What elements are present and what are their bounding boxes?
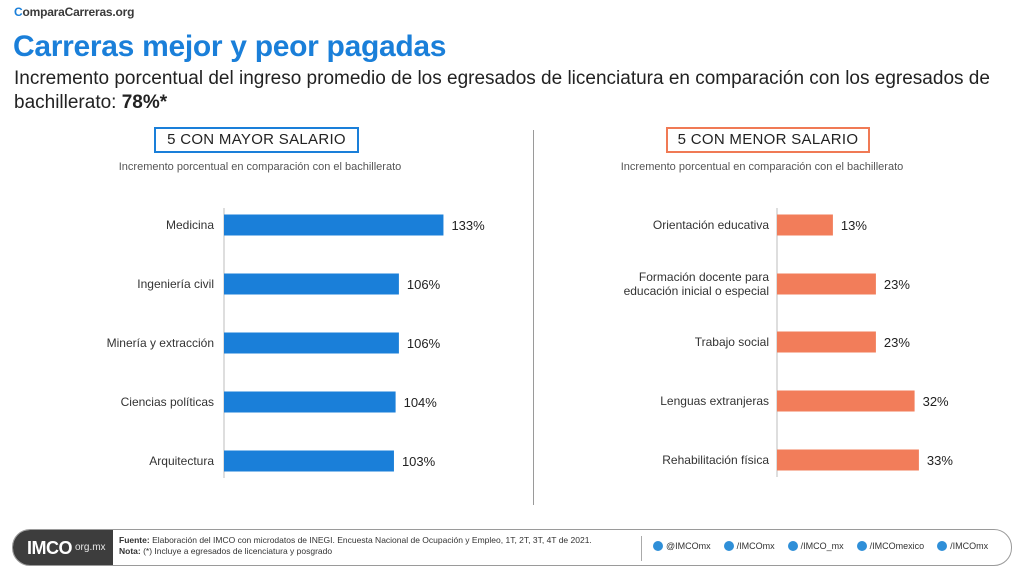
low-category-label: Trabajo social: [695, 335, 769, 349]
instagram-icon: [787, 541, 798, 551]
low-value-label: 33%: [927, 453, 953, 468]
imco-logo: IMCO org.mx: [13, 530, 113, 565]
high-value-label: 104%: [404, 395, 438, 410]
social-link-linkedin[interactable]: /IMCOmx: [937, 541, 988, 551]
high-value-label: 103%: [402, 454, 436, 469]
high-category-label: Ciencias políticas: [121, 395, 214, 409]
subtitle-text: Incremento porcentual del ingreso promed…: [14, 68, 990, 113]
youtube-icon: [856, 541, 867, 551]
note-text: (*) Incluye a egresados de licenciatura …: [140, 546, 333, 556]
social-link-youtube[interactable]: /IMCOmexico: [856, 541, 925, 551]
footer: IMCO org.mx Fuente: Elaboración del IMCO…: [12, 529, 1012, 566]
low-salary-panel-title: 5 CON MENOR SALARIO: [666, 127, 870, 153]
low-value-label: 23%: [884, 335, 910, 350]
logo-sub-text: org.mx: [75, 542, 106, 553]
low-bar: [777, 273, 876, 295]
low-category-label: Formación docente para educación inicial …: [624, 270, 770, 298]
high-bar: [224, 214, 444, 236]
social-link-instagram[interactable]: /IMCO_mx: [787, 541, 844, 551]
footer-sources: Fuente: Elaboración del IMCO con microda…: [119, 535, 649, 557]
low-value-label: 23%: [884, 277, 910, 292]
high-salary-panel-note: Incremento porcentual en comparación con…: [118, 161, 402, 173]
high-bar: [224, 332, 399, 354]
high-category-label: Medicina: [166, 218, 214, 232]
note-label: Nota:: [119, 546, 141, 556]
low-value-label: 32%: [923, 394, 949, 409]
social-label: @IMCOmx: [666, 541, 711, 551]
low-category-label: Lenguas extranjeras: [660, 394, 769, 408]
brand-rest: omparaCarreras.org: [22, 5, 135, 19]
high-value-label: 106%: [407, 277, 441, 292]
source-text: Elaboración del IMCO con microdatos de I…: [149, 535, 592, 545]
high-category-label: Arquitectura: [149, 454, 214, 468]
low-salary-panel-note: Incremento porcentual en comparación con…: [620, 161, 904, 173]
bar-charts: Medicina 133% Ingeniería civil 106% Minería …: [107, 208, 953, 478]
low-category-label: Rehabilitación física: [662, 453, 769, 467]
high-category-label: Minería y extracción: [107, 336, 214, 350]
high-bar: [224, 391, 396, 413]
brand-initial: C: [14, 5, 23, 19]
high-value-label: 133%: [451, 218, 485, 233]
site-brand: ComparaCarreras.org: [14, 5, 134, 19]
social-link-facebook[interactable]: /IMCOmx: [723, 541, 775, 551]
high-bar: [224, 450, 394, 472]
page-title: Carreras mejor y peor pagadas: [13, 30, 447, 63]
logo-main-text: IMCO: [27, 538, 73, 558]
social-label: /IMCOmx: [950, 541, 989, 551]
page-subtitle: Incremento porcentual del ingreso promed…: [14, 67, 1004, 115]
low-bar: [777, 214, 833, 236]
social-label: /IMCO_mx: [800, 541, 844, 551]
social-link-twitter[interactable]: @IMCOmx: [653, 541, 711, 551]
social-label: /IMCOmx: [736, 541, 775, 551]
low-bar: [777, 449, 919, 471]
high-value-label: 106%: [407, 336, 441, 351]
twitter-icon: [653, 541, 663, 551]
facebook-icon: [723, 541, 734, 551]
source-label: Fuente:: [119, 535, 150, 545]
low-bar: [777, 331, 876, 353]
footer-separator: [641, 536, 642, 561]
linkedin-icon: [937, 541, 948, 551]
low-bar: [777, 390, 915, 412]
subtitle-highlight: 78%*: [121, 92, 168, 113]
high-category-label: Ingeniería civil: [137, 277, 214, 291]
social-links: @IMCOmx /IMCOmx /IMCO_mx /IMCOmexico /IM…: [653, 541, 988, 551]
high-salary-panel-title: 5 CON MAYOR SALARIO: [154, 127, 359, 153]
low-value-label: 13%: [841, 218, 867, 233]
social-label: /IMCOmexico: [869, 541, 925, 551]
panel-divider: [533, 130, 534, 505]
high-bar: [224, 273, 399, 295]
low-category-label: Orientación educativa: [653, 218, 769, 232]
